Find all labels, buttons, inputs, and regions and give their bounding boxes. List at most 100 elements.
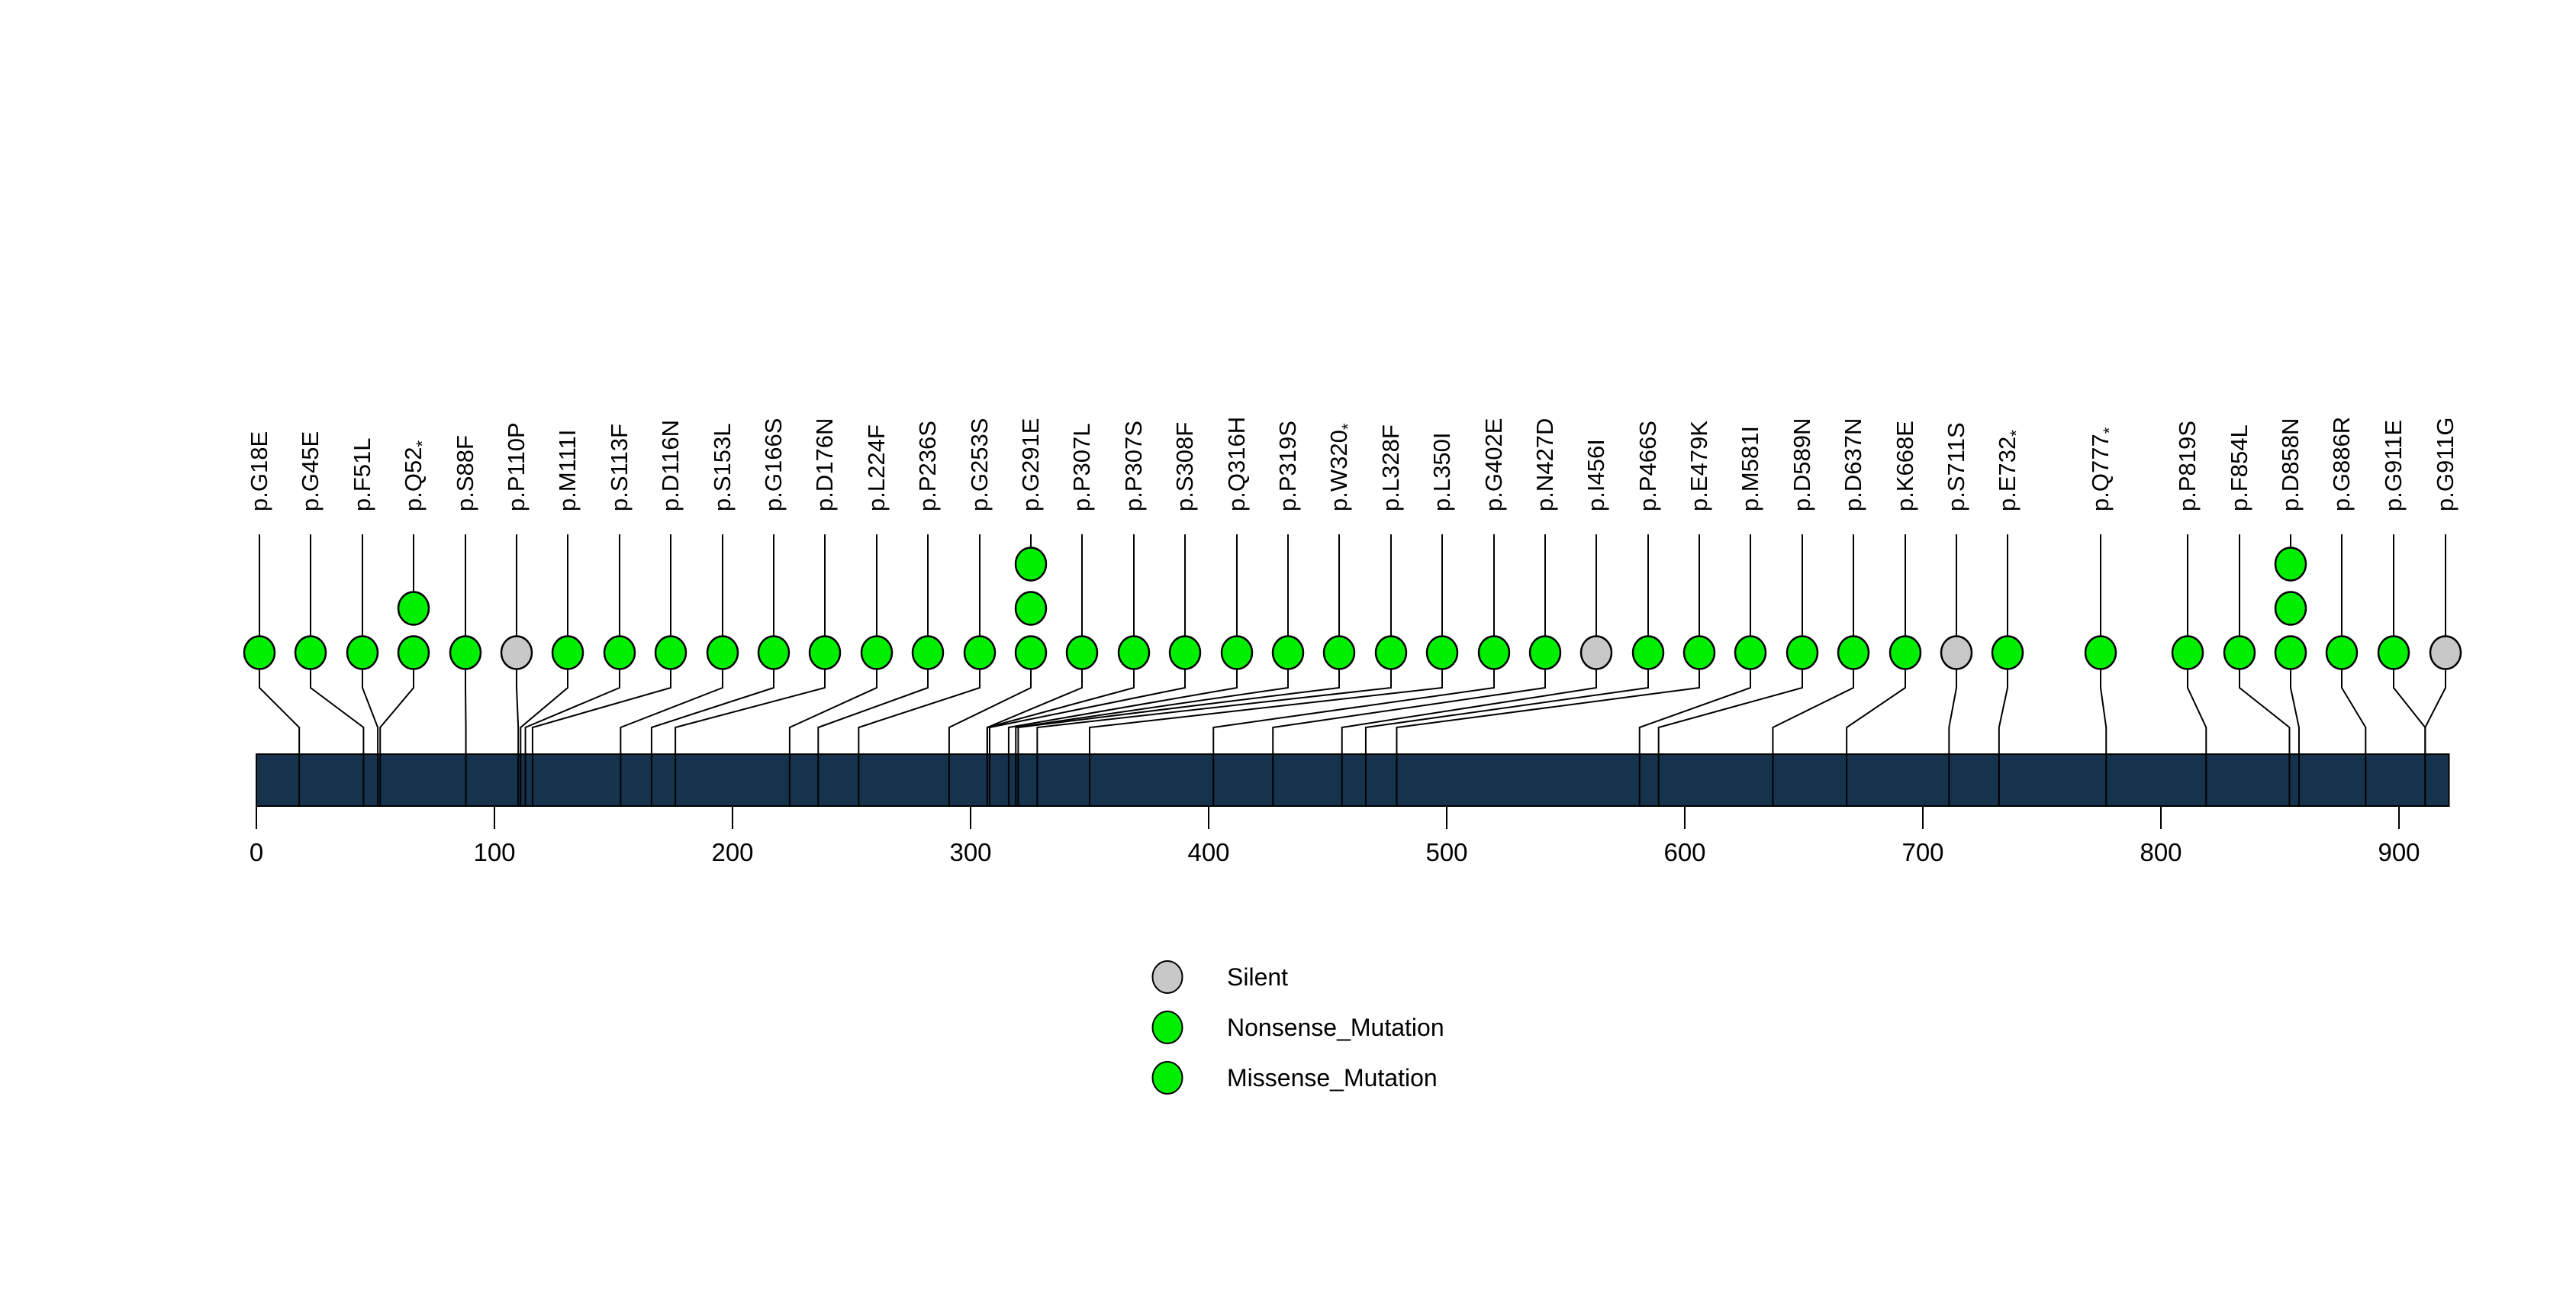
mutation-circle <box>2084 635 2117 670</box>
mutation-circle <box>2377 635 2410 670</box>
mutation-connector-line <box>1638 669 1751 754</box>
axis-tick-label: 0 <box>250 838 263 866</box>
mutation-label: p.G18E <box>246 431 272 511</box>
mutation-circle <box>1271 635 1305 670</box>
axis-tick-label: 300 <box>949 838 991 866</box>
mutation-label: p.Q777* <box>2087 427 2119 511</box>
mutation-circle <box>1991 635 2024 670</box>
mutation-circle <box>1889 635 1922 670</box>
mutation-label: p.L224F <box>863 424 890 511</box>
axis-tick-label: 600 <box>1663 838 1705 866</box>
mutation-label: p.K668E <box>1892 421 1918 511</box>
mutation-circle <box>1528 635 1562 670</box>
mutation-connector-line <box>2424 669 2446 754</box>
mutation-connector-line <box>1846 669 1906 754</box>
mutation-circle <box>1117 635 1151 670</box>
mutation-connector-line <box>1089 669 1443 754</box>
mutation-circle <box>911 635 945 670</box>
legend-swatch <box>1151 960 1183 994</box>
mutation-connector-line <box>2239 669 2291 754</box>
mutation-label: p.Q52* <box>400 440 432 511</box>
mutation-connector-line <box>2290 669 2300 754</box>
mutation-connector-line <box>1341 669 1597 754</box>
mutation-circle <box>1940 635 1973 670</box>
mutation-label: p.G402E <box>1480 418 1507 511</box>
mutation-connector-line <box>531 669 671 754</box>
mutation-label: p.G911G <box>2432 417 2458 511</box>
mutation-circle <box>1065 635 1099 670</box>
mutation-label: p.E479K <box>1686 421 1712 511</box>
mutation-label: p.M111I <box>554 430 581 511</box>
mutation-connector-line <box>620 669 723 754</box>
axis-tick-label: 800 <box>2140 838 2182 866</box>
mutation-connector-line <box>2100 669 2107 754</box>
mutation-connector-line <box>465 669 467 754</box>
mutation-circle <box>2274 635 2307 670</box>
mutation-label: p.P819S <box>2174 421 2201 511</box>
mutation-circle <box>860 635 894 670</box>
mutation-circle <box>654 635 687 670</box>
mutation-label: p.G911E <box>2380 420 2407 511</box>
mutation-connector-line <box>1998 669 2008 754</box>
mutation-label: p.P236S <box>914 421 941 511</box>
axis-tick-label: 900 <box>2378 838 2420 866</box>
mutation-circle <box>243 635 276 670</box>
mutation-label: p.F51L <box>349 437 375 511</box>
mutation-connector-line <box>1657 669 1803 754</box>
mutation-connector-line <box>2393 669 2426 754</box>
mutation-circle <box>757 635 791 670</box>
mutation-connector-line <box>650 669 774 754</box>
connector-lines-group <box>259 534 2446 754</box>
mutation-labels-group: p.G18E p.G45E p.F51L p.Q52* p.S88F p.P110P p.M… <box>246 417 2458 511</box>
mutation-label: p.D116N <box>657 420 684 511</box>
mutation-connector-line <box>986 669 1135 754</box>
mutation-label: p.D589N <box>1789 418 1815 511</box>
mutation-circle <box>449 635 482 670</box>
mutation-connector-line <box>948 669 1032 754</box>
mutation-circle <box>2223 635 2256 670</box>
mutation-label: p.S153L <box>709 424 736 512</box>
mutation-circle <box>1734 635 1767 670</box>
mutation-circle <box>1682 635 1716 670</box>
mutation-connector-line <box>2187 669 2207 754</box>
mutation-connector-line <box>520 669 568 754</box>
mutation-connector-line <box>988 669 1186 754</box>
axis-tick-label: 400 <box>1187 838 1229 866</box>
mutation-circle <box>1014 635 1048 670</box>
mutation-circle <box>2171 635 2204 670</box>
mutation-circle <box>808 635 842 670</box>
mutation-label: p.M581I <box>1737 426 1763 511</box>
mutation-label: p.G166S <box>760 418 787 511</box>
mutation-circle <box>551 635 584 670</box>
mutation-circle <box>2274 547 2307 582</box>
mutation-connector-line <box>1772 669 1854 754</box>
mutation-circle <box>603 635 636 670</box>
mutation-connector-line <box>1036 669 1392 754</box>
mutation-label: p.W320* <box>1325 423 1357 511</box>
mutation-label: p.G291E <box>1017 418 1044 511</box>
mutation-circle <box>1631 635 1665 670</box>
mutation-label: p.L328F <box>1377 424 1404 511</box>
mutation-label: p.P319S <box>1274 421 1301 511</box>
legend-swatch <box>1151 1011 1183 1044</box>
mutation-circle <box>1014 547 1048 582</box>
mutation-label: p.N427D <box>1531 418 1558 511</box>
axis-group: 0 100 200 300 400 500 600 700 800 900 <box>250 806 2420 866</box>
axis-tick-label: 700 <box>1901 838 1943 866</box>
legend-group: Silent Nonsense_Mutation Missense_Mutation <box>1151 960 1444 1095</box>
mutation-circle <box>1220 635 1254 670</box>
mutation-label: p.G45E <box>297 431 324 511</box>
mutation-label: p.P466S <box>1634 421 1661 511</box>
legend-label: Missense_Mutation <box>1227 1064 1438 1092</box>
mutation-label: p.S308F <box>1171 422 1198 511</box>
mutation-connector-line <box>1396 669 1700 754</box>
mutation-label: p.P110P <box>503 422 530 511</box>
mutation-connector-line <box>516 669 520 754</box>
mutation-circle <box>500 635 533 670</box>
mutation-connector-line <box>1212 669 1495 754</box>
mutation-circle <box>2325 635 2359 670</box>
mutation-connector-line <box>1015 669 1289 754</box>
axis-tick-label: 500 <box>1425 838 1467 866</box>
mutation-label: p.P307L <box>1068 424 1095 512</box>
mutation-connector-line <box>1007 669 1238 754</box>
